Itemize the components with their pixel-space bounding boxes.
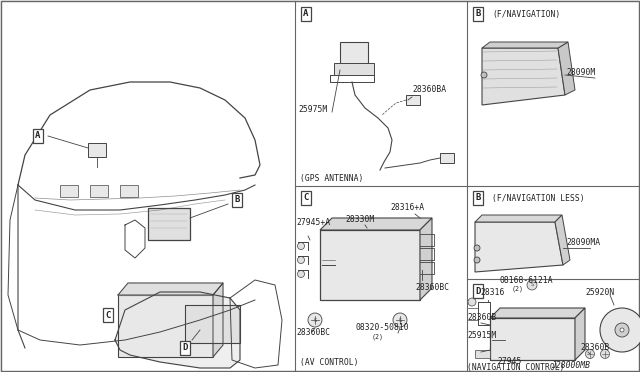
Text: 27945: 27945 <box>497 357 522 366</box>
Text: A: A <box>303 10 308 19</box>
Text: (GPS ANTENNA): (GPS ANTENNA) <box>300 174 364 183</box>
Text: 28360B: 28360B <box>580 343 609 352</box>
Text: S: S <box>399 317 401 323</box>
Bar <box>88 143 106 157</box>
Polygon shape <box>118 283 223 295</box>
Text: (NAVIGATION CONTROL): (NAVIGATION CONTROL) <box>467 363 564 372</box>
Text: B: B <box>234 196 240 205</box>
Text: 25975M: 25975M <box>298 105 327 114</box>
Circle shape <box>481 72 487 78</box>
Bar <box>148 208 190 240</box>
Circle shape <box>468 298 476 306</box>
Text: 25920N: 25920N <box>585 288 614 297</box>
Circle shape <box>474 257 480 263</box>
Polygon shape <box>558 42 575 95</box>
Text: (F/NAVIGATION LESS): (F/NAVIGATION LESS) <box>492 193 584 202</box>
Bar <box>475 350 490 358</box>
Polygon shape <box>213 283 223 357</box>
Text: 28090M: 28090M <box>566 68 595 77</box>
Text: 28360B: 28360B <box>467 313 496 322</box>
Text: C: C <box>106 311 111 320</box>
Text: 28316: 28316 <box>480 288 504 297</box>
Bar <box>185 305 240 343</box>
Text: 08168-6121A: 08168-6121A <box>500 276 554 285</box>
Text: 27945+A: 27945+A <box>296 218 330 227</box>
Polygon shape <box>555 215 570 265</box>
Polygon shape <box>320 230 420 300</box>
Text: (2): (2) <box>372 333 384 340</box>
Circle shape <box>620 328 624 332</box>
Circle shape <box>298 270 305 278</box>
Bar <box>440 153 454 163</box>
Polygon shape <box>475 222 563 272</box>
Polygon shape <box>575 308 585 360</box>
Circle shape <box>298 243 305 250</box>
Circle shape <box>393 313 407 327</box>
Circle shape <box>298 257 305 263</box>
Text: (2): (2) <box>512 285 524 292</box>
Text: 08320-50810: 08320-50810 <box>355 323 408 332</box>
Polygon shape <box>490 308 585 318</box>
Text: 28360BA: 28360BA <box>412 85 446 94</box>
Polygon shape <box>490 318 575 360</box>
Text: S: S <box>314 317 317 323</box>
Text: (F/NAVIGATION): (F/NAVIGATION) <box>492 10 560 19</box>
Text: 28090MA: 28090MA <box>566 238 600 247</box>
Text: 28330M: 28330M <box>345 215 374 224</box>
Text: B: B <box>476 10 481 19</box>
Text: J28000MB: J28000MB <box>551 361 590 370</box>
Polygon shape <box>115 292 240 368</box>
Polygon shape <box>420 218 432 300</box>
Bar <box>118 295 213 357</box>
Polygon shape <box>320 218 432 230</box>
Circle shape <box>586 350 595 359</box>
Bar <box>340 42 368 64</box>
Text: 28316+A: 28316+A <box>390 203 424 212</box>
Text: 28360BC: 28360BC <box>415 283 449 292</box>
Text: (AV CONTROL): (AV CONTROL) <box>300 358 358 367</box>
Bar <box>334 63 374 75</box>
Text: B: B <box>476 193 481 202</box>
Bar <box>60 185 78 197</box>
Text: D: D <box>182 343 188 353</box>
Circle shape <box>527 280 537 290</box>
Polygon shape <box>482 42 568 48</box>
Circle shape <box>308 313 322 327</box>
Text: D: D <box>476 286 481 295</box>
Text: S: S <box>531 282 534 288</box>
Bar <box>406 95 420 105</box>
Polygon shape <box>475 215 562 222</box>
Polygon shape <box>482 48 565 105</box>
Circle shape <box>474 245 480 251</box>
Text: A: A <box>35 131 41 141</box>
Text: 25915M: 25915M <box>467 331 496 340</box>
Circle shape <box>600 350 609 359</box>
Bar <box>120 185 138 197</box>
Text: C: C <box>303 193 308 202</box>
Bar <box>90 185 108 197</box>
Text: 28360BC: 28360BC <box>296 328 330 337</box>
Circle shape <box>615 323 629 337</box>
Circle shape <box>600 308 640 352</box>
